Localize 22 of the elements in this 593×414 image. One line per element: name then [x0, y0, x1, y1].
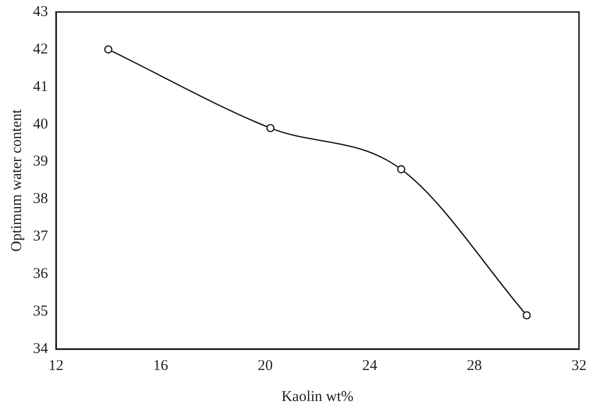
y-tick-label: 35: [33, 303, 48, 320]
point: [266, 124, 275, 132]
x-tick-label: 28: [466, 358, 482, 374]
x-tick-label: 12: [48, 358, 64, 374]
y-tick-label: 43: [33, 4, 48, 20]
y-tick-label: 37: [33, 228, 48, 245]
y-tick-label: 34: [33, 340, 48, 357]
point: [397, 165, 406, 174]
y-tick-label: 38: [33, 191, 48, 208]
x-tick-label: 32: [572, 358, 586, 374]
y-tick-label: 40: [33, 116, 48, 132]
y-tick-label: 42: [33, 41, 48, 58]
y-axis-title: Optimum water content: [8, 108, 25, 252]
point: [522, 311, 531, 320]
y-tick-label: 39: [33, 154, 48, 170]
y-tick-label: 41: [33, 78, 48, 95]
x-tick-label: 24: [362, 358, 378, 374]
point: [104, 45, 112, 54]
x-tick-label: 20: [258, 358, 273, 374]
x-tick-label: 16: [153, 358, 169, 374]
x-axis-title: Kaolin wt%: [281, 388, 354, 405]
y-tick-label: 36: [33, 266, 48, 282]
